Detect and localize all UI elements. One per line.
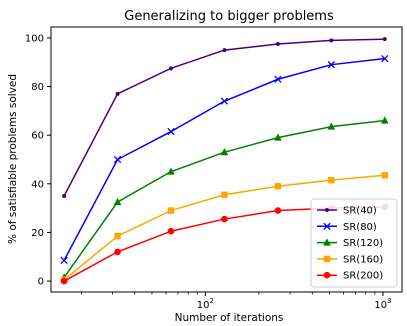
marker-stroke — [220, 97, 229, 105]
plot-area — [60, 37, 389, 285]
data-point — [381, 172, 388, 179]
marker-stroke — [274, 75, 282, 83]
legend-marker — [323, 238, 331, 246]
data-point — [220, 148, 229, 156]
data-point — [115, 91, 120, 96]
legend-box — [310, 198, 398, 288]
legend-marker — [323, 222, 331, 230]
y-tick-label: 0 — [38, 277, 44, 288]
y-tick-label: 60 — [31, 131, 44, 142]
data-point — [62, 193, 67, 198]
data-point — [329, 38, 334, 43]
data-point — [167, 207, 175, 214]
legend-label: SR(80) — [343, 222, 377, 233]
data-point — [221, 215, 228, 223]
data-point — [274, 75, 282, 83]
plot-frame — [50, 26, 403, 293]
y-axis-label: % of satisfiable problems solved — [7, 74, 19, 244]
data-point — [274, 207, 282, 214]
x-axis-label: Number of iterations — [175, 312, 284, 324]
data-point — [60, 256, 68, 265]
legend-marker — [323, 255, 331, 263]
legend-label: SR(120) — [343, 238, 383, 249]
data-point — [327, 122, 336, 130]
data-point — [114, 248, 121, 256]
marker-stroke — [167, 127, 175, 136]
data-point — [113, 197, 122, 206]
legend-marker — [323, 271, 331, 279]
data-point — [114, 232, 121, 240]
data-point — [167, 167, 175, 175]
marker-stroke — [60, 256, 68, 265]
data-point — [60, 277, 68, 285]
marker-stroke — [327, 61, 336, 69]
marker-stroke — [113, 155, 122, 164]
legend-entry: SR(200) — [317, 271, 383, 282]
data-point — [220, 97, 229, 105]
marker-stroke — [323, 222, 331, 230]
legend: SR(40) SR(80) SR(120) SR(160) SR(200) — [310, 198, 398, 288]
data-point — [167, 127, 175, 136]
series-sr40 — [62, 37, 387, 198]
data-point — [167, 227, 175, 235]
data-point — [382, 37, 387, 42]
legend-label: SR(160) — [343, 254, 383, 265]
legend-entry: SR(80) — [317, 222, 377, 233]
data-point — [274, 133, 282, 141]
data-point — [221, 191, 228, 198]
legend-marker — [325, 208, 329, 212]
series-sr80 — [60, 54, 389, 265]
chart-title: Generalizing to bigger problems — [124, 9, 334, 24]
legend-label: SR(40) — [343, 206, 377, 217]
y-tick-label: 20 — [31, 228, 44, 239]
data-point — [222, 48, 227, 53]
data-point — [275, 42, 280, 47]
x-tick-label: 103 — [374, 297, 391, 311]
y-tick-label: 100 — [25, 33, 44, 44]
legend-entry: SR(40) — [317, 206, 377, 217]
data-point — [274, 183, 282, 190]
data-point — [381, 54, 389, 63]
series-line — [63, 38, 385, 197]
legend-entry: SR(160) — [317, 254, 383, 265]
y-tick-label: 40 — [31, 179, 44, 190]
data-point — [113, 155, 122, 164]
data-point — [168, 66, 173, 71]
legend-label: SR(200) — [343, 271, 383, 282]
legend-entry: SR(120) — [317, 238, 383, 249]
y-tick-label: 80 — [31, 82, 44, 93]
axes: 0 20 40 60 80 100 102 103 — [25, 33, 392, 311]
x-tick-label: 102 — [197, 297, 214, 311]
data-point — [327, 61, 336, 69]
data-point — [380, 116, 389, 124]
data-point — [328, 176, 335, 184]
marker-stroke — [381, 54, 389, 63]
